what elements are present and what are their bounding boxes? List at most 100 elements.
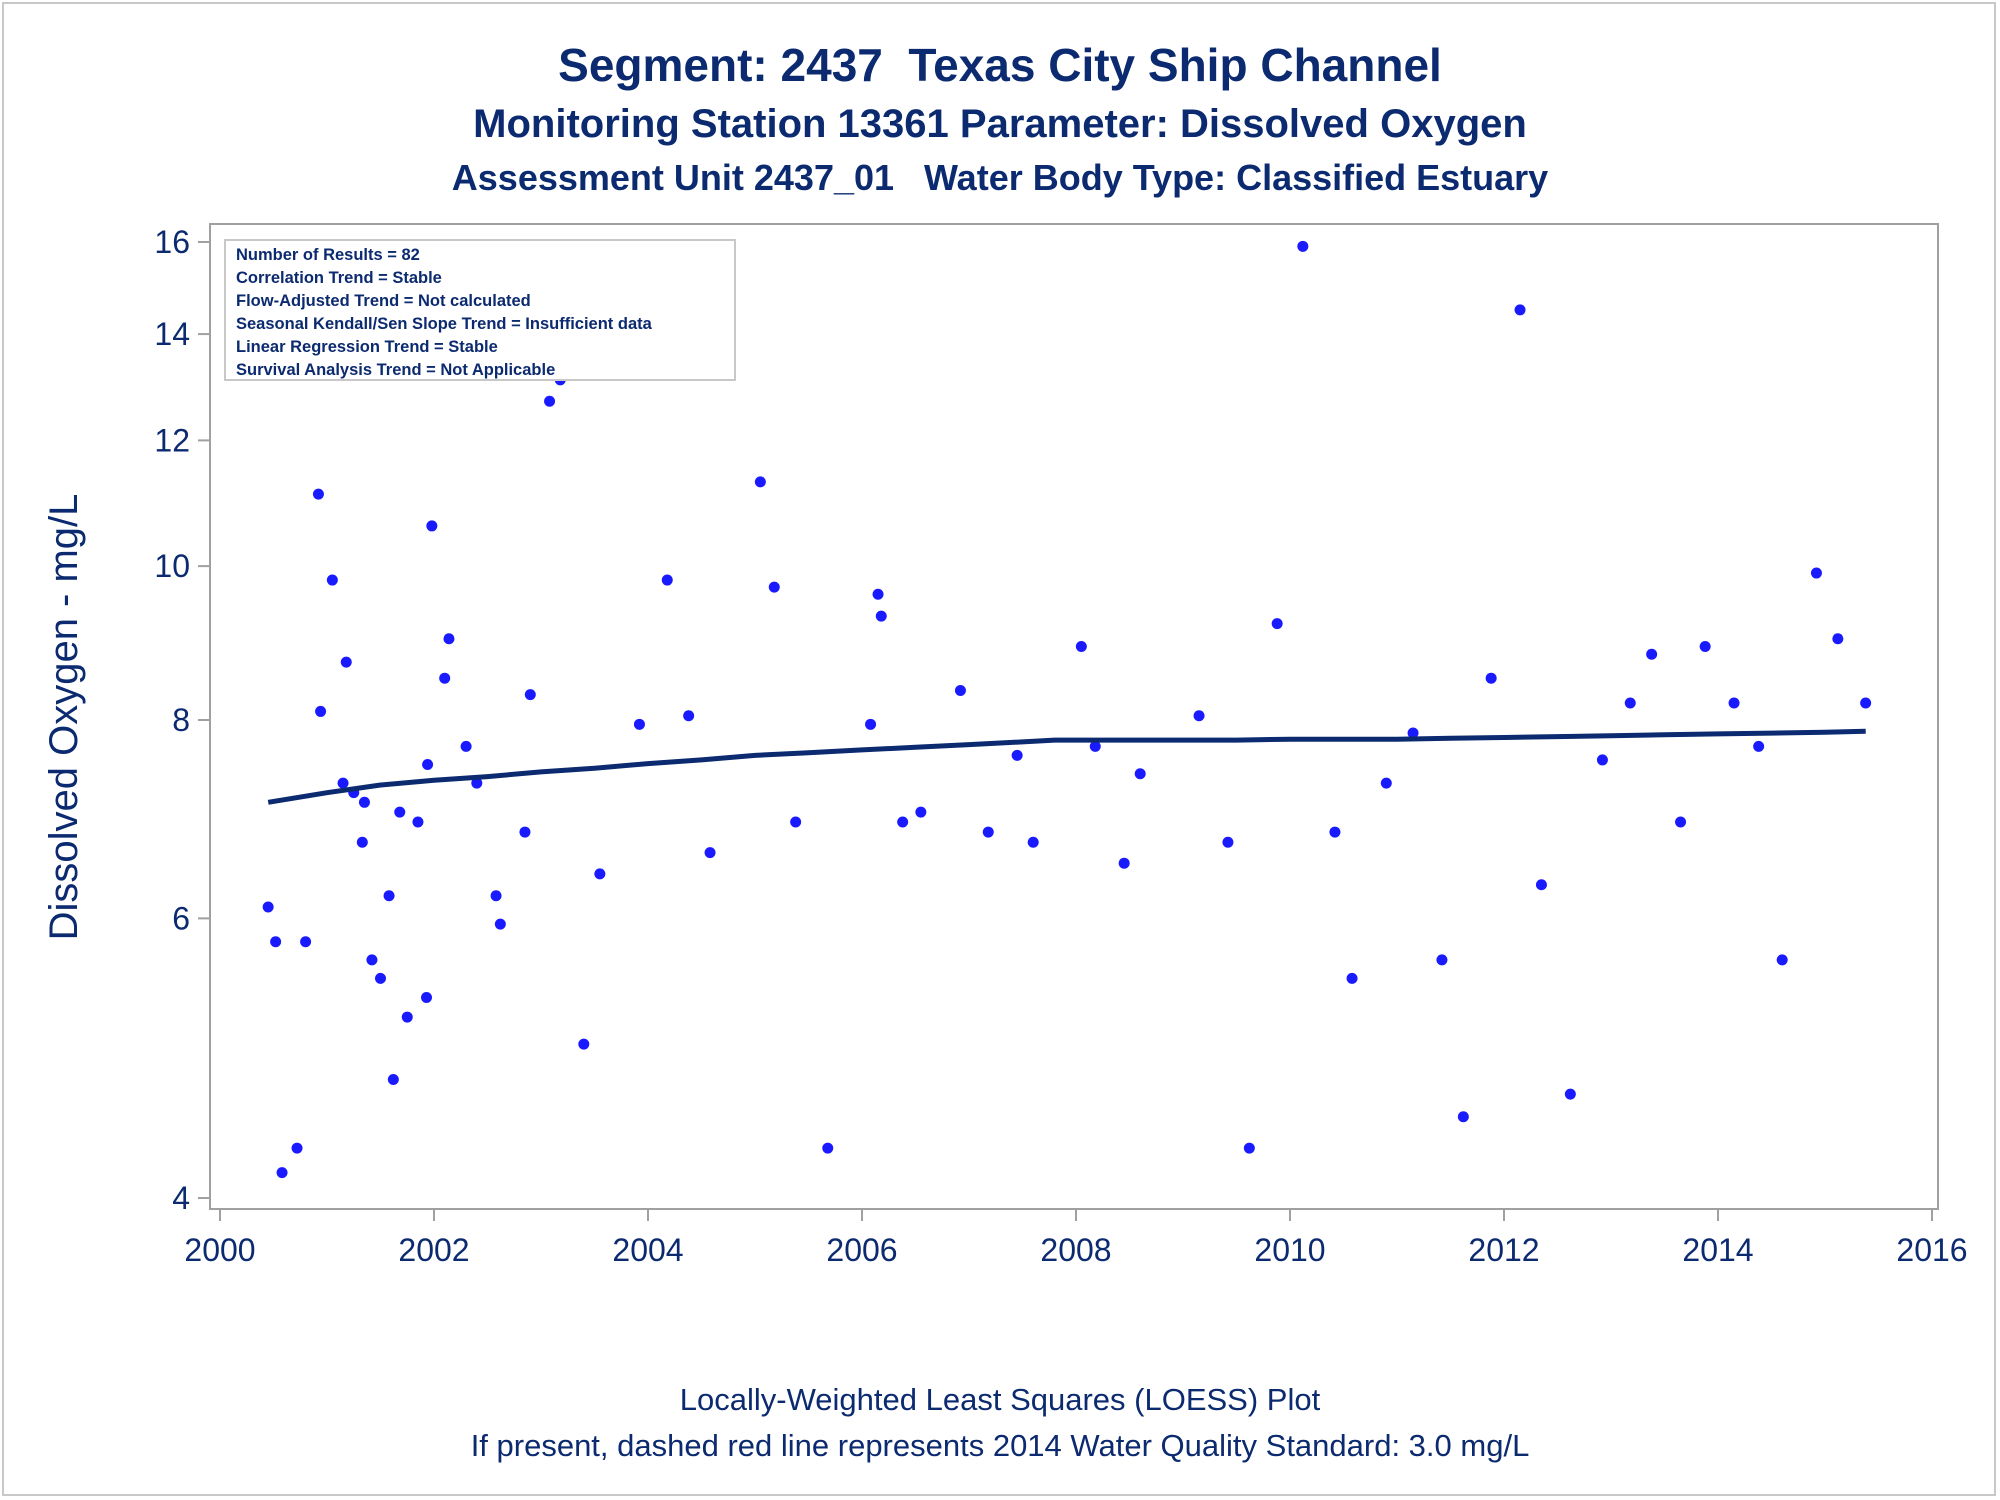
data-point	[865, 718, 877, 730]
chart-subtitle: Monitoring Station 13361 Parameter: Diss…	[473, 102, 1527, 146]
data-point	[460, 740, 472, 752]
data-point	[422, 759, 434, 771]
data-point	[443, 633, 455, 645]
data-point	[1485, 672, 1497, 684]
data-point	[1011, 749, 1023, 761]
x-tick-label: 2000	[184, 1232, 255, 1268]
x-tick-label: 2016	[1896, 1232, 1967, 1268]
chart-subtitle-2: Assessment Unit 2437_01 Water Body Type:…	[451, 157, 1549, 198]
loess-line	[267, 728, 1866, 805]
y-tick-label: 8	[172, 702, 190, 738]
data-point	[1832, 633, 1844, 645]
data-point	[519, 826, 531, 838]
data-point	[326, 574, 338, 586]
data-point	[1222, 836, 1234, 848]
stats-line-seasonal-kendall: Seasonal Kendall/Sen Slope Trend = Insuf…	[236, 315, 653, 333]
data-point	[594, 868, 606, 880]
data-point	[633, 718, 645, 730]
data-point	[822, 1142, 834, 1154]
data-point	[982, 826, 994, 838]
x-axis: 2000 2002 2004 2006 2008 2010 2012 2014 2016	[184, 1209, 1968, 1268]
data-point	[471, 777, 483, 789]
data-point	[1457, 1111, 1469, 1123]
stats-line-flow-adjusted: Flow-Adjusted Trend = Not calculated	[236, 292, 531, 310]
stats-line-correlation: Correlation Trend = Stable	[236, 269, 442, 287]
data-point	[1436, 954, 1448, 966]
data-point	[1297, 240, 1309, 252]
data-point	[661, 574, 673, 586]
data-point	[490, 890, 502, 902]
y-axis-label: Dissolved Oxygen - mg/L	[42, 494, 86, 941]
data-point	[1380, 777, 1392, 789]
data-point	[1243, 1142, 1255, 1154]
data-point	[875, 610, 887, 622]
data-point	[1699, 640, 1711, 652]
data-point	[315, 705, 327, 717]
data-point	[704, 847, 716, 859]
data-point	[337, 777, 349, 789]
stats-line-linear-regression: Linear Regression Trend = Stable	[236, 338, 498, 356]
data-point	[1596, 754, 1608, 766]
x-tick-label: 2010	[1254, 1232, 1325, 1268]
y-tick-label: 6	[172, 900, 190, 936]
data-point	[872, 588, 884, 600]
data-point	[1860, 697, 1872, 709]
y-tick-label: 10	[154, 548, 190, 584]
data-point	[270, 936, 282, 948]
data-point	[1329, 826, 1341, 838]
x-tick-label: 2012	[1468, 1232, 1539, 1268]
plot-area	[209, 223, 1939, 1210]
data-point	[683, 710, 695, 722]
x-tick-label: 2004	[612, 1232, 683, 1268]
data-point	[897, 816, 909, 828]
y-tick-label: 14	[154, 316, 190, 352]
stats-box: Number of Results = 82 Correlation Trend…	[224, 239, 736, 381]
data-point	[524, 689, 536, 701]
data-point	[1564, 1088, 1576, 1100]
data-point	[366, 954, 378, 966]
data-point	[383, 890, 395, 902]
data-point	[1646, 648, 1658, 660]
data-point	[276, 1167, 288, 1179]
x-tick-label: 2014	[1682, 1232, 1753, 1268]
y-tick-label: 16	[154, 224, 190, 260]
data-point	[1776, 954, 1788, 966]
data-point	[790, 816, 802, 828]
data-point	[439, 672, 451, 684]
data-point	[494, 918, 506, 930]
data-point	[1728, 697, 1740, 709]
data-point	[1027, 836, 1039, 848]
data-point	[1193, 710, 1205, 722]
data-point	[300, 936, 312, 948]
x-tick-label: 2002	[398, 1232, 469, 1268]
x-tick-label: 2008	[1040, 1232, 1111, 1268]
data-point	[1535, 879, 1547, 891]
data-point	[544, 395, 556, 407]
data-point	[768, 581, 780, 593]
data-point	[1675, 816, 1687, 828]
data-point	[1753, 740, 1765, 752]
data-point	[375, 972, 386, 984]
y-tick-label: 4	[172, 1180, 190, 1216]
data-point	[387, 1073, 399, 1085]
stats-line-survival-analysis: Survival Analysis Trend = Not Applicable	[236, 361, 555, 379]
data-point	[915, 806, 927, 818]
data-point	[394, 806, 406, 818]
data-point	[1407, 727, 1419, 739]
data-point	[358, 796, 370, 808]
data-point	[426, 520, 438, 532]
stats-line-results: Number of Results = 82	[236, 246, 420, 264]
data-point	[401, 1011, 413, 1023]
x-tick-label: 2006	[826, 1232, 897, 1268]
stats-box-border	[224, 239, 736, 381]
data-point	[954, 684, 966, 696]
footnote-method: Locally-Weighted Least Squares (LOESS) P…	[679, 1382, 1321, 1417]
data-point	[1118, 857, 1130, 869]
y-tick-label: 12	[154, 422, 190, 458]
data-point	[421, 991, 433, 1003]
data-point	[1089, 740, 1101, 752]
data-point	[1514, 304, 1526, 316]
data-point	[1624, 697, 1636, 709]
footnote-standard: If present, dashed red line represents 2…	[470, 1428, 1530, 1463]
